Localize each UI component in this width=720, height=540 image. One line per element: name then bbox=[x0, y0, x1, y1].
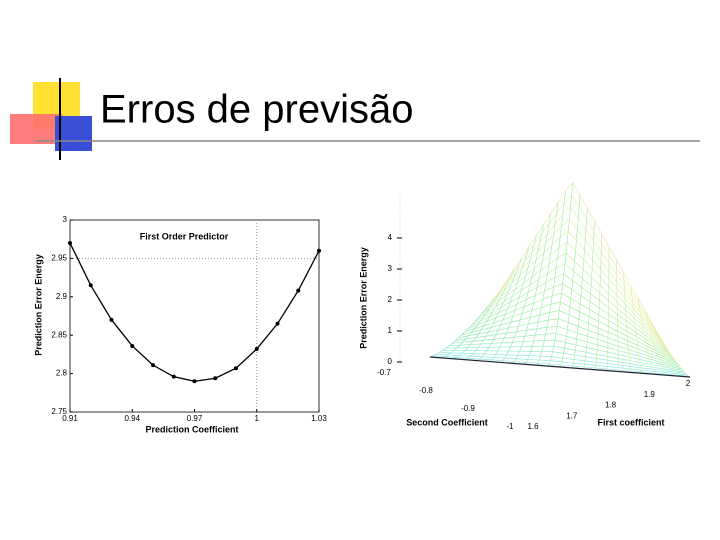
y-tick-label: -1 bbox=[506, 422, 514, 431]
x-tick-label: 1.8 bbox=[605, 401, 617, 410]
mesh-line bbox=[474, 273, 672, 355]
mesh-line bbox=[439, 352, 686, 374]
mesh-line bbox=[547, 182, 573, 367]
mesh-line bbox=[652, 324, 679, 377]
y-tick-label: -0.9 bbox=[461, 404, 475, 413]
x-tick-label: 1.6 bbox=[527, 422, 539, 431]
point bbox=[275, 321, 280, 326]
point bbox=[317, 248, 321, 253]
x-axis-label: First coefficient bbox=[597, 417, 664, 427]
mesh-line bbox=[659, 337, 691, 378]
mesh-line bbox=[441, 279, 508, 359]
y-tick-label: 2.95 bbox=[51, 254, 67, 263]
mesh-line bbox=[483, 241, 668, 349]
chart-title: First Order Predictor bbox=[140, 231, 229, 241]
y-tick-label: 2.85 bbox=[51, 330, 67, 339]
z-axis-label: Prediction Error Energy bbox=[358, 247, 368, 349]
x-tick-label: 1.7 bbox=[566, 411, 578, 420]
mesh-line bbox=[468, 292, 674, 359]
point bbox=[130, 343, 135, 348]
mesh-line bbox=[616, 259, 620, 372]
mesh-line bbox=[637, 298, 655, 375]
y-tick-label: -0.8 bbox=[419, 386, 433, 395]
logo-red bbox=[10, 114, 62, 144]
base-edge bbox=[429, 356, 691, 378]
y-tick-label: -0.7 bbox=[377, 368, 391, 377]
z-tick-label: 1 bbox=[388, 326, 393, 335]
mesh-line bbox=[645, 311, 667, 376]
z-tick-label: 0 bbox=[388, 357, 393, 366]
z-tick-label: 4 bbox=[388, 233, 393, 242]
x-tick-label: 1.03 bbox=[311, 414, 327, 423]
x-axis-label: Prediction Coefficient bbox=[145, 424, 238, 434]
mesh-line bbox=[595, 233, 603, 370]
mesh-line bbox=[433, 355, 689, 377]
x-tick-label: 2 bbox=[686, 379, 691, 388]
point bbox=[151, 363, 155, 368]
mesh-line bbox=[607, 246, 610, 371]
mesh-line bbox=[487, 230, 666, 347]
x-tick-label: 1.9 bbox=[644, 390, 656, 399]
mesh-line bbox=[623, 272, 632, 373]
mesh-line bbox=[480, 252, 669, 351]
z-tick-label: 3 bbox=[388, 264, 393, 273]
point bbox=[234, 366, 238, 371]
y-axis-label: Second Coefficient bbox=[406, 417, 488, 427]
line bbox=[69, 242, 320, 382]
mesh-line bbox=[496, 194, 662, 340]
mesh-line bbox=[493, 206, 663, 342]
z-tick-label: 2 bbox=[388, 295, 393, 304]
x-tick-label: 0.91 bbox=[62, 414, 78, 423]
mesh-line bbox=[583, 220, 595, 369]
point bbox=[296, 288, 301, 293]
y-tick-label: 3 bbox=[63, 215, 68, 224]
mesh-line bbox=[499, 181, 661, 338]
point bbox=[192, 379, 197, 384]
x-tick-label: 0.97 bbox=[187, 414, 203, 423]
mesh-line bbox=[471, 283, 673, 357]
point bbox=[88, 283, 93, 288]
y-tick-label: 2.75 bbox=[51, 407, 67, 416]
x-tick-label: 0.94 bbox=[124, 414, 140, 423]
point bbox=[109, 317, 114, 322]
mesh-line bbox=[571, 208, 588, 369]
surface-mesh bbox=[429, 181, 691, 378]
point bbox=[68, 241, 72, 246]
mesh-line bbox=[490, 218, 665, 345]
mesh-line bbox=[559, 195, 581, 368]
y-tick-label: 2.9 bbox=[56, 292, 68, 301]
slide-title: Erros de previsão bbox=[100, 88, 413, 132]
logo-blue bbox=[55, 116, 92, 151]
mesh-line bbox=[630, 285, 643, 374]
x-tick-label: 1 bbox=[255, 414, 260, 423]
y-axis-label: Prediction Error Energy bbox=[33, 254, 43, 356]
point bbox=[171, 374, 176, 379]
mesh-line bbox=[477, 263, 670, 353]
point bbox=[213, 376, 218, 381]
point bbox=[254, 347, 259, 352]
y-tick-label: 2.8 bbox=[56, 369, 68, 378]
